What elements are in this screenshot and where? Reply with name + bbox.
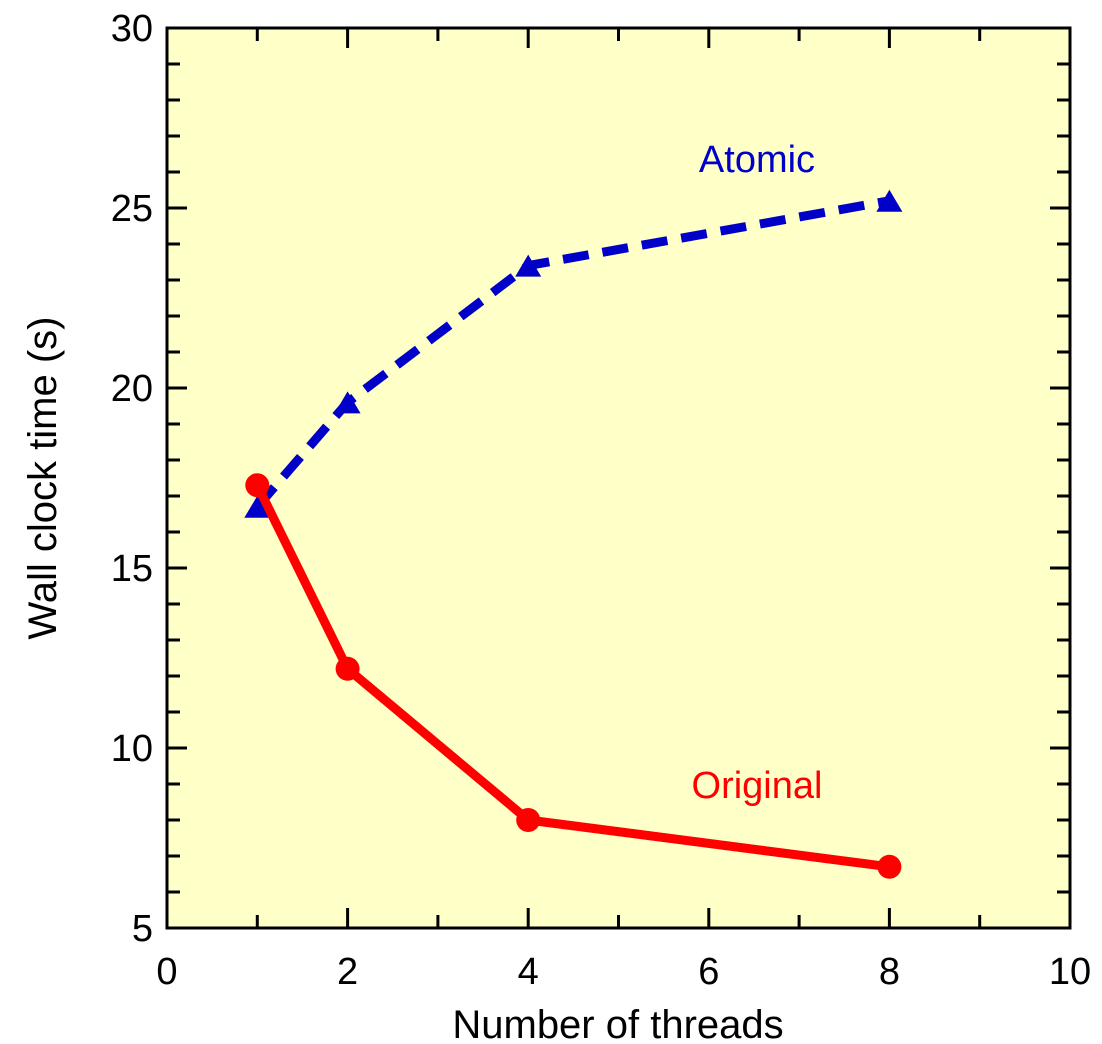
y-tick-label: 5	[132, 908, 153, 950]
data-point-original	[877, 854, 902, 879]
data-point-atomic	[515, 254, 542, 277]
data-point-atomic	[876, 189, 903, 212]
x-tick-label: 8	[879, 951, 900, 993]
x-tick-label: 4	[518, 951, 539, 993]
tick-labels: 0 2 4 6 8 10 5 10 15 20 25 30	[111, 8, 1091, 993]
series-line-atomic	[253, 196, 891, 510]
y-tick-label: 30	[111, 8, 153, 50]
series-original	[245, 473, 902, 879]
series-layer	[244, 189, 903, 879]
x-tick-label: 0	[156, 951, 177, 993]
y-tick-label: 25	[111, 188, 153, 230]
x-tick-label: 2	[337, 951, 358, 993]
y-axis-title: Wall clock time (s)	[21, 317, 65, 640]
plot-area	[167, 28, 1070, 928]
y-tick-label: 20	[111, 368, 153, 410]
y-tick-label: 10	[111, 728, 153, 770]
data-point-original	[245, 473, 270, 498]
data-point-atomic	[334, 391, 361, 414]
series-label-original: Original	[692, 765, 823, 807]
series-line-original	[253, 483, 890, 872]
x-tick-label: 10	[1049, 951, 1091, 993]
x-tick-label: 6	[698, 951, 719, 993]
x-axis-title: Number of threads	[452, 1003, 783, 1044]
y-tick-label: 15	[111, 548, 153, 590]
data-point-original	[516, 808, 541, 832]
plot-frame	[165, 26, 1072, 930]
data-point-atomic	[244, 495, 271, 518]
data-point-original	[335, 656, 360, 681]
series-label-atomic: Atomic	[699, 139, 815, 181]
series-atomic	[244, 189, 903, 518]
